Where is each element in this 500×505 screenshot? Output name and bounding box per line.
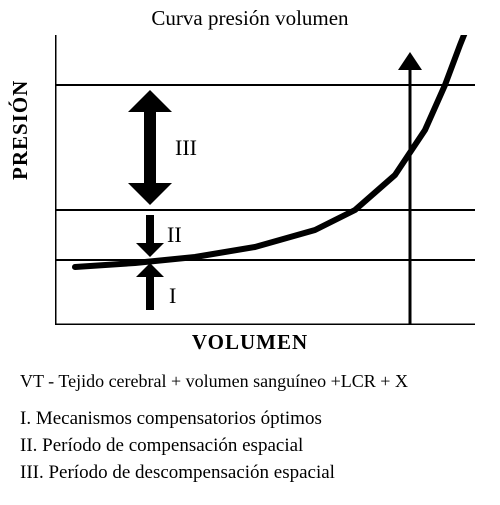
x-axis-label: VOLUMEN (0, 330, 500, 355)
figure-root: Curva presión volumen PRESIÓN IIIIII VOL… (0, 0, 500, 505)
legend: VT - Tejido cerebral + volumen sanguíneo… (20, 370, 480, 487)
legend-item: I. Mecanismos compensatorios óptimos (20, 407, 480, 432)
zone-label: I (169, 283, 176, 309)
chart-title: Curva presión volumen (0, 6, 500, 31)
legend-vt: VT - Tejido cerebral + volumen sanguíneo… (20, 370, 480, 393)
y-axis-label: PRESIÓN (8, 80, 33, 180)
legend-items: I. Mecanismos compensatorios óptimosII. … (20, 407, 480, 485)
legend-item: III. Período de descompensación espacial (20, 461, 480, 486)
zone-label: II (167, 222, 182, 248)
legend-item: II. Período de compensación espacial (20, 434, 480, 459)
chart-plot (55, 35, 475, 325)
zone-label: III (175, 135, 197, 161)
